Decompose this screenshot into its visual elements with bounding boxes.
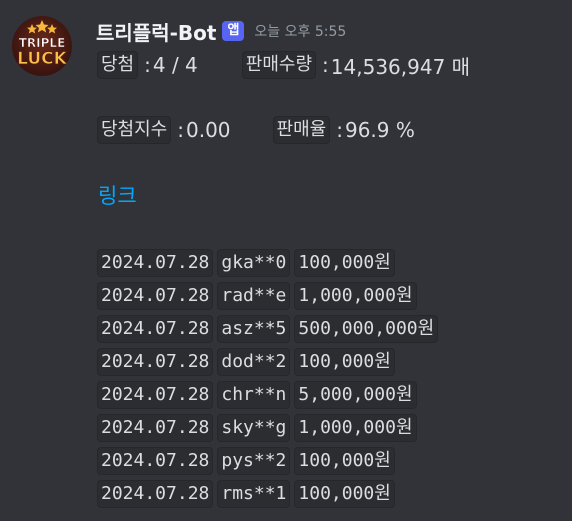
entry-amount: 500,000,000원 [294,315,439,343]
list-item: 2024.07.28 gka**0 100,000원 [97,249,442,282]
entry-amount: 100,000원 [294,480,395,508]
sales-rate-label: 판매율 [272,116,331,144]
logo-text-bottom: LUCK [17,49,68,69]
win-value: 4 / 4 [152,53,198,77]
list-item: 2024.07.28 sky**g 1,000,000원 [97,414,442,447]
entry-date: 2024.07.28 [97,282,214,310]
entry-user: chr**n [217,381,291,409]
separator: : [322,53,329,77]
message-header: 트리플럭-Bot 앱 오늘 오후 5:55 [96,15,346,47]
list-item: 2024.07.28 dod**2 100,000원 [97,348,442,381]
entry-user: asz**5 [217,315,291,343]
entry-date: 2024.07.28 [97,249,214,277]
list-item: 2024.07.28 chr**n 5,000,000원 [97,381,442,414]
sales-rate-value: 96.9 % [344,118,415,142]
separator: : [177,118,184,142]
stats-row-2: 당첨지수 : 0.00 판매율 : 96.9 % [97,116,415,144]
message-timestamp: 오늘 오후 5:55 [254,24,347,40]
bot-username[interactable]: 트리플럭-Bot [96,20,217,45]
link[interactable]: 링크 [98,184,137,208]
triple-luck-logo: TRIPLE LUCK [17,20,68,69]
sales-label: 판매수량 [241,51,317,79]
entry-amount: 100,000원 [294,447,395,475]
entry-date: 2024.07.28 [97,381,214,409]
entry-date: 2024.07.28 [97,447,214,475]
list-item: 2024.07.28 pys**2 100,000원 [97,447,442,480]
entry-amount: 100,000원 [294,249,395,277]
sales-value: 14,536,947 매 [330,54,471,79]
entry-amount: 1,000,000원 [294,414,417,442]
entry-date: 2024.07.28 [97,480,214,508]
win-index-label: 당첨지수 [97,116,172,144]
entry-date: 2024.07.28 [97,414,214,442]
entry-user: sky**g [217,414,291,442]
bot-avatar[interactable]: TRIPLE LUCK [12,16,72,76]
win-label: 당첨 [97,51,139,79]
stats-row-1: 당첨 : 4 / 4 판매수량 : 14,536,947 매 [97,51,470,79]
list-item: 2024.07.28 rad**e 1,000,000원 [97,282,442,315]
entry-amount: 1,000,000원 [294,282,417,310]
entry-amount: 100,000원 [294,348,395,376]
entry-amount: 5,000,000원 [294,381,417,409]
entry-date: 2024.07.28 [97,315,214,343]
entry-user: rad**e [217,282,291,310]
list-item: 2024.07.28 rms**1 100,000원 [97,480,442,513]
winner-list: 2024.07.28 gka**0 100,000원 2024.07.28 ra… [97,249,442,513]
entry-user: dod**2 [217,348,291,376]
entry-user: rms**1 [217,480,291,508]
entry-user: gka**0 [217,249,291,277]
list-item: 2024.07.28 asz**5 500,000,000원 [97,315,442,348]
separator: : [144,53,151,77]
win-index-value: 0.00 [186,118,231,142]
app-badge: 앱 [222,21,245,41]
logo-text-top: TRIPLE [19,36,66,50]
entry-user: pys**2 [217,447,291,475]
entry-date: 2024.07.28 [97,348,214,376]
separator: : [336,118,343,142]
